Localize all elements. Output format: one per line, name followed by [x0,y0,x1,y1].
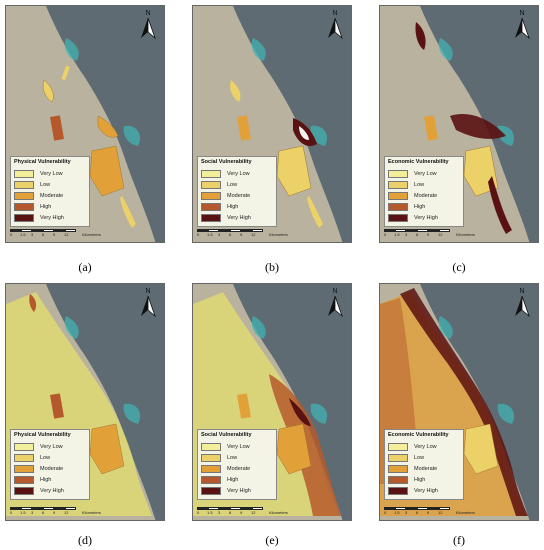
legend-item-moderate: Moderate [201,463,273,474]
legend-title: Physical Vulnerability [14,159,71,165]
legend-item-very-high: Very High [201,485,273,496]
north-arrow: N [325,288,345,318]
legend-item-very-high: Very High [388,212,460,223]
north-arrow-icon [328,296,343,318]
legend-item-high: High [388,474,460,485]
north-arrow: N [512,10,532,40]
legend-title: Social Vulnerability [201,432,252,438]
map-panel-e: N Social Vulnerability Very Low Low Mode… [192,283,352,521]
caption-b: (b) [265,260,279,274]
map-panel-c: N Economic Vulnerability Very Low Low Mo… [379,5,539,243]
north-arrow: N [325,10,345,40]
legend-item-moderate: Moderate [388,190,460,201]
legend-item-high: High [388,201,460,212]
scale-bar: 0 1.5 3 6 9 12 Kilometers [197,229,307,239]
legend-item-moderate: Moderate [201,190,273,201]
legend-item-very-high: Very High [201,212,273,223]
north-label: N [519,288,525,295]
caption-a: (a) [78,260,92,274]
legend-item-moderate: Moderate [388,463,460,474]
legend-item-high: High [14,201,86,212]
legend-title: Economic Vulnerability [388,432,449,438]
north-arrow-icon [515,18,530,40]
legend-item-high: High [201,474,273,485]
legend-item-moderate: Moderate [14,190,86,201]
scale-bar: 0 1.5 3 6 9 12 Kilometers [197,507,307,517]
legend-item-high: High [14,474,86,485]
caption-e: (e) [265,533,279,547]
legend-title: Social Vulnerability [201,159,252,165]
north-arrow: N [138,10,158,40]
legend-item-low: Low [388,179,460,190]
caption-f: (f) [453,533,465,547]
legend-item-moderate: Moderate [14,463,86,474]
north-arrow: N [512,288,532,318]
legend: Physical Vulnerability Very Low Low Mode… [10,429,90,500]
legend-item-low: Low [201,179,273,190]
north-label: N [332,288,338,295]
north-label: N [332,10,338,17]
legend-item-very-low: Very Low [388,168,460,179]
caption-d: (d) [78,533,92,547]
legend-item-very-low: Very Low [14,441,86,452]
scale-bar: 0 1.5 3 6 9 12 Kilometers [384,229,494,239]
legend-item-very-low: Very Low [388,441,460,452]
map-panel-a: N Physical Vulnerability Very Low Low Mo… [5,5,165,243]
map-panel-b: N Social Vulnerability Very Low Low Mode… [192,5,352,243]
north-arrow-icon [141,18,156,40]
legend-item-low: Low [201,452,273,463]
legend-title: Physical Vulnerability [14,432,71,438]
legend: Physical Vulnerability Very Low Low Mode… [10,156,90,227]
north-arrow-icon [141,296,156,318]
legend: Social Vulnerability Very Low Low Modera… [197,156,277,227]
legend-item-very-high: Very High [14,212,86,223]
legend-title: Economic Vulnerability [388,159,449,165]
legend-item-very-low: Very Low [14,168,86,179]
north-arrow: N [138,288,158,318]
north-arrow-icon [328,18,343,40]
scale-bar: 0 1.5 3 6 9 12 Kilometers [10,229,120,239]
north-arrow-icon [515,296,530,318]
scale-bar: 0 1.5 3 6 9 12 Kilometers [10,507,120,517]
legend: Social Vulnerability Very Low Low Modera… [197,429,277,500]
scale-bar: 0 1.5 3 6 9 12 Kilometers [384,507,494,517]
caption-c: (c) [452,260,466,274]
map-panel-f: N Economic Vulnerability Very Low Low Mo… [379,283,539,521]
legend-item-very-low: Very Low [201,441,273,452]
north-label: N [145,288,151,295]
legend: Economic Vulnerability Very Low Low Mode… [384,429,464,500]
legend-item-low: Low [388,452,460,463]
legend-item-very-high: Very High [388,485,460,496]
legend: Economic Vulnerability Very Low Low Mode… [384,156,464,227]
map-panel-d: N Physical Vulnerability Very Low Low Mo… [5,283,165,521]
legend-item-very-high: Very High [14,485,86,496]
legend-item-very-low: Very Low [201,168,273,179]
legend-item-high: High [201,201,273,212]
legend-item-low: Low [14,179,86,190]
north-label: N [519,10,525,17]
north-label: N [145,10,151,17]
legend-item-low: Low [14,452,86,463]
